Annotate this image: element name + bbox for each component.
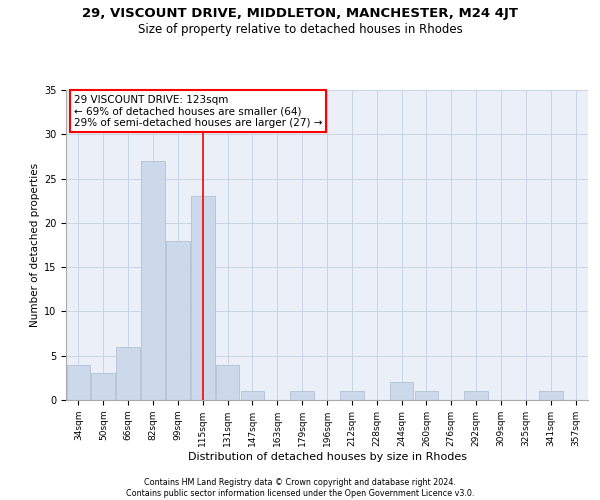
Text: Contains HM Land Registry data © Crown copyright and database right 2024.
Contai: Contains HM Land Registry data © Crown c… (126, 478, 474, 498)
Text: 29 VISCOUNT DRIVE: 123sqm
← 69% of detached houses are smaller (64)
29% of semi-: 29 VISCOUNT DRIVE: 123sqm ← 69% of detac… (74, 94, 322, 128)
Bar (116, 347, 140, 400)
Bar (67, 364, 90, 400)
Bar (464, 391, 488, 400)
Text: 29, VISCOUNT DRIVE, MIDDLETON, MANCHESTER, M24 4JT: 29, VISCOUNT DRIVE, MIDDLETON, MANCHESTE… (82, 8, 518, 20)
Bar (91, 374, 115, 400)
Bar (216, 364, 239, 400)
X-axis label: Distribution of detached houses by size in Rhodes: Distribution of detached houses by size … (187, 452, 467, 462)
Bar (415, 391, 438, 400)
Bar (390, 382, 413, 400)
Bar (166, 240, 190, 400)
Bar (241, 391, 264, 400)
Bar (340, 391, 364, 400)
Bar (191, 196, 215, 400)
Y-axis label: Number of detached properties: Number of detached properties (29, 163, 40, 327)
Text: Size of property relative to detached houses in Rhodes: Size of property relative to detached ho… (137, 22, 463, 36)
Bar (539, 391, 563, 400)
Bar (141, 161, 165, 400)
Bar (290, 391, 314, 400)
